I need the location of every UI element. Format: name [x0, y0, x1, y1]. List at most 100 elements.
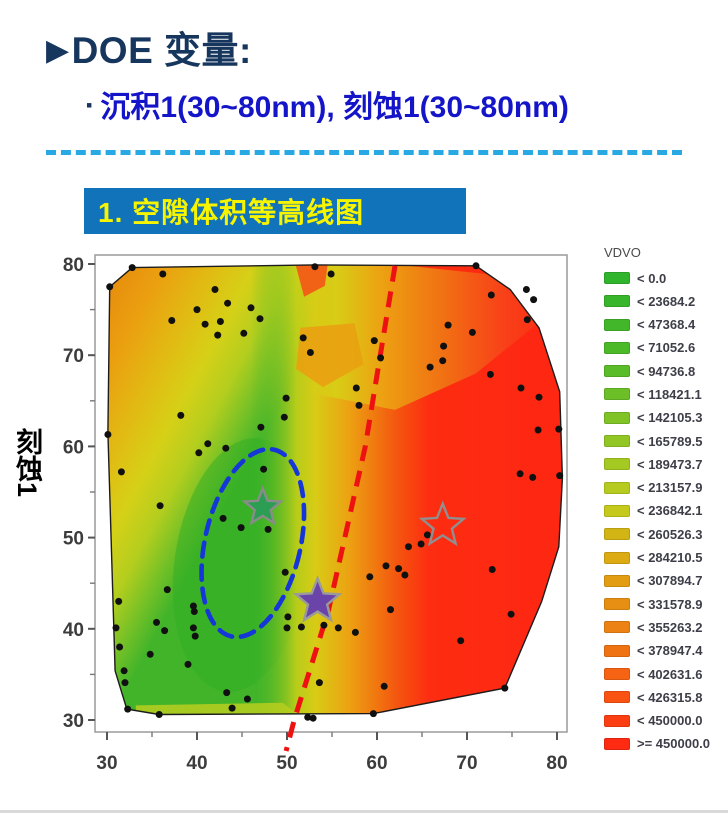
doe-point — [237, 524, 245, 532]
legend-label: < 450000.0 — [637, 713, 703, 729]
doe-point — [370, 337, 378, 345]
y-tick-label: 50 — [63, 529, 84, 550]
legend-entry: < 189473.7 — [604, 457, 726, 472]
legend-entry: < 402631.6 — [604, 667, 726, 682]
doe-point — [516, 470, 524, 478]
doe-point — [159, 270, 167, 278]
doe-point — [116, 643, 124, 651]
doe-point — [523, 316, 531, 324]
doe-point — [216, 318, 224, 325]
y-tick-label: 60 — [63, 437, 84, 458]
doe-point — [309, 714, 317, 722]
legend-title: VDVO — [604, 245, 641, 260]
legend-swatch — [604, 598, 630, 611]
doe-point — [417, 540, 425, 548]
legend-entry: < 307894.7 — [604, 573, 726, 588]
y-tick-label: 40 — [63, 620, 84, 641]
doe-variables-text: 沉积1(30~80nm), 刻蚀1(30~80nm) — [100, 91, 569, 124]
star-markers — [241, 485, 467, 623]
doe-point — [426, 363, 434, 371]
doe-point — [189, 602, 197, 610]
doe-point — [104, 431, 112, 438]
doe-point — [191, 632, 199, 640]
doe-point — [304, 713, 312, 721]
legend-swatch — [604, 621, 630, 634]
doe-point — [168, 317, 176, 324]
region-orange-island — [296, 323, 364, 388]
doe-point — [281, 568, 289, 576]
legend-label: < 213157.9 — [637, 480, 703, 496]
green-star-marker — [241, 485, 284, 526]
doe-point — [260, 465, 268, 473]
doe-point — [257, 423, 265, 431]
legend-label: < 284210.5 — [637, 550, 703, 566]
legend-entry: < 165789.5 — [604, 433, 726, 449]
legend-entry: < 378947.4 — [604, 643, 726, 659]
doe-point — [115, 597, 123, 605]
legend-entry: < 355263.2 — [604, 620, 726, 635]
legend-label: < 94736.8 — [637, 363, 696, 379]
legend-entry: < 450000.0 — [604, 713, 726, 729]
doe-point — [204, 440, 212, 448]
doe-point — [535, 393, 543, 401]
doe-point — [315, 679, 323, 687]
legend-entry: < 142105.3 — [604, 410, 726, 425]
legend-label: < 426315.8 — [637, 689, 703, 705]
legend-label: < 0.0 — [637, 270, 667, 286]
doe-point — [320, 621, 328, 629]
legend-entry: < 236842.1 — [604, 503, 726, 518]
hull-outline — [107, 264, 564, 716]
legend-label: < 378947.4 — [637, 643, 703, 659]
doe-point — [222, 444, 230, 452]
axes-frame: 30 40 50 60 70 80 30 40 50 60 70 80 — [63, 254, 568, 774]
doe-point — [280, 413, 288, 421]
doe-point — [153, 618, 160, 626]
legend-swatch — [604, 365, 630, 378]
doe-point — [264, 525, 272, 533]
doe-point — [468, 328, 476, 336]
doe-point — [556, 472, 564, 480]
page-title: ▶DOE 变量: — [46, 20, 252, 74]
doe-point — [334, 624, 342, 632]
doe-point — [555, 425, 563, 433]
doe-point — [351, 628, 359, 636]
legend-label: < 331578.9 — [637, 596, 703, 612]
legend-swatch — [604, 411, 630, 424]
doe-point — [486, 370, 494, 378]
doe-point — [124, 705, 132, 713]
purple-star-marker — [292, 575, 343, 623]
legend-label: < 165789.5 — [637, 433, 703, 449]
doe-point — [529, 473, 537, 481]
doe-point — [224, 299, 232, 307]
x-tick-label: 30 — [96, 753, 117, 774]
legend-entry: < 0.0 — [604, 270, 726, 286]
doe-point — [117, 468, 125, 476]
doe-point — [395, 565, 403, 573]
legend-entry: < 331578.9 — [604, 596, 726, 612]
doe-point — [184, 660, 192, 668]
legend-swatch — [604, 737, 630, 750]
doe-point — [190, 608, 198, 615]
legend-swatch — [604, 295, 630, 308]
doe-point — [243, 695, 251, 703]
legend-entry: < 213157.9 — [604, 480, 726, 496]
doe-point — [440, 342, 448, 350]
doe-point — [219, 514, 227, 522]
x-tick-label: 50 — [276, 753, 297, 774]
section-title-bar: 1. 空隙体积等高线图 — [84, 188, 466, 234]
legend-entry: < 284210.5 — [604, 550, 726, 566]
legend-swatch — [604, 272, 630, 284]
target-zone-ellipse — [199, 446, 307, 640]
legend-entry: < 47368.4 — [604, 317, 726, 332]
doe-point — [369, 710, 377, 718]
legend-entry: >= 450000.0 — [604, 736, 726, 751]
footer-rule — [0, 810, 728, 813]
region-red-top-sliver — [294, 264, 329, 297]
legend-label: < 118421.1 — [637, 386, 702, 402]
doe-point — [405, 543, 412, 551]
doe-point — [120, 667, 128, 675]
doe-point — [155, 711, 163, 718]
doe-point — [223, 689, 231, 697]
x-tick-label: 80 — [546, 753, 567, 774]
